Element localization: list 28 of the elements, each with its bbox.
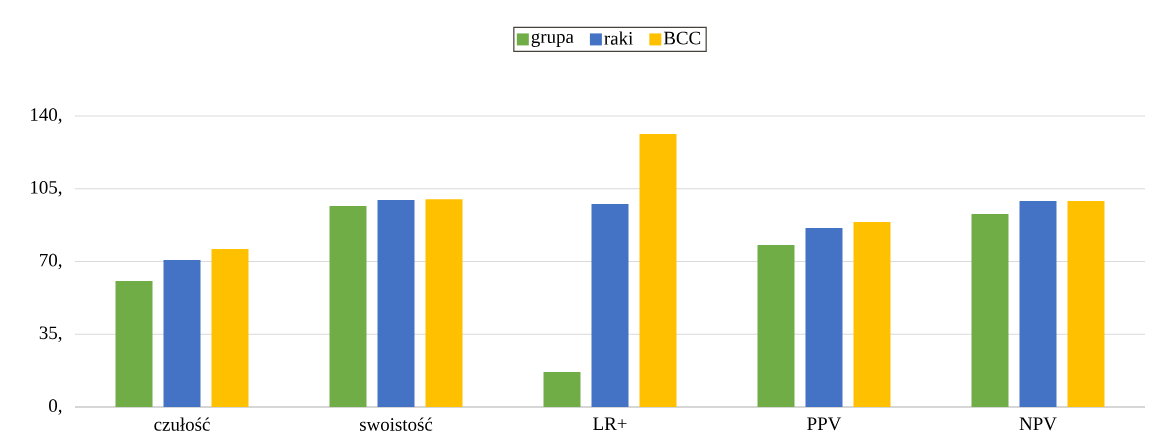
- bar: [1067, 201, 1105, 407]
- y-tick-label: 140,: [31, 108, 62, 124]
- bar: [639, 134, 677, 407]
- x-tick-label: NPV: [1019, 417, 1057, 431]
- x-tick-label: LR+: [593, 417, 627, 430]
- y-tick-label: 70,: [40, 253, 62, 270]
- y-tick-label: 0,: [49, 399, 62, 415]
- bar: [329, 205, 367, 407]
- legend-label: raki: [604, 31, 633, 45]
- x-tick-label: swoistość: [359, 417, 433, 431]
- x-tick-label: PPV: [807, 417, 842, 431]
- bar: [115, 281, 153, 407]
- bar: [757, 245, 795, 407]
- y-tick-label: 105,: [31, 181, 62, 197]
- bar: [211, 249, 249, 407]
- bar: [591, 204, 629, 407]
- bar: [971, 214, 1009, 407]
- bar: [425, 199, 463, 407]
- bar: [805, 228, 843, 407]
- legend-label: BCC: [663, 31, 701, 45]
- y-tick-label: 35,: [39, 326, 62, 342]
- bar: [853, 221, 891, 407]
- bar: [1019, 201, 1057, 407]
- legend-label: grupa: [531, 33, 574, 47]
- bar: [163, 260, 201, 407]
- x-tick-label: czułość: [154, 417, 210, 431]
- bar: [543, 372, 581, 407]
- bar: [377, 199, 415, 407]
